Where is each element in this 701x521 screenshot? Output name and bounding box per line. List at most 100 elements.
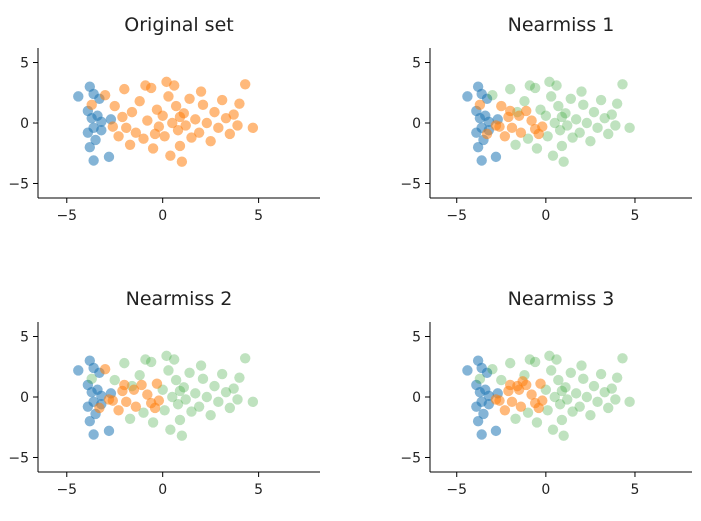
- scatter-point: [506, 122, 518, 134]
- y-tick-label: 5: [412, 56, 421, 72]
- scatter-point: [193, 401, 205, 412]
- scatter-point: [531, 143, 543, 154]
- y-tick-label: −5: [400, 176, 421, 192]
- scatter-point: [611, 372, 623, 383]
- scatter-point: [462, 365, 473, 376]
- scatter-point: [163, 91, 174, 102]
- x-tick-label: 5: [631, 482, 640, 498]
- scatter-point: [481, 367, 493, 379]
- scatter-point: [128, 384, 140, 395]
- y-tick-label: −5: [8, 176, 29, 192]
- scatter-point: [119, 357, 130, 369]
- scatter-point: [142, 115, 153, 126]
- scatter-point: [510, 413, 521, 424]
- subplot-nearmiss-2: Nearmiss 2 −5 0 5 5 0 −5: [8, 288, 320, 498]
- scatter-point: [542, 405, 553, 416]
- scatter-point: [544, 76, 555, 88]
- scatter-point: [186, 406, 197, 417]
- scatter-point: [103, 425, 115, 437]
- scatter-point: [109, 374, 120, 386]
- scatter-point: [487, 89, 498, 101]
- series-class-1: [86, 76, 259, 167]
- scatter-point: [167, 391, 178, 403]
- scatter-point: [505, 379, 516, 391]
- scatter-point: [239, 79, 251, 90]
- scatter-point: [603, 402, 614, 414]
- scatter-point: [170, 100, 182, 112]
- x-tick-label: 0: [158, 208, 167, 224]
- scatter-point: [610, 120, 621, 131]
- x-tick-label: −5: [446, 208, 467, 224]
- scatter-point: [471, 401, 482, 412]
- scatter-point: [524, 354, 536, 365]
- scatter-point: [610, 394, 621, 405]
- scatter-point: [234, 372, 245, 383]
- scatter-point: [529, 82, 541, 94]
- x-tick-label: 0: [541, 482, 550, 498]
- series-class-1-kept: [490, 376, 548, 416]
- scatter-point: [172, 125, 184, 136]
- y-tick-label: 5: [20, 330, 29, 346]
- scatter-point: [82, 401, 94, 412]
- scatter-point: [186, 132, 197, 143]
- scatter-point: [562, 120, 573, 131]
- y-tick-label: −5: [400, 450, 421, 466]
- scatter-point: [184, 367, 195, 379]
- scatter-point: [136, 379, 147, 391]
- scatter-point: [213, 396, 224, 408]
- scatter-point: [232, 394, 243, 405]
- scatter-point: [113, 405, 124, 416]
- scatter-point: [474, 373, 486, 385]
- x-tick-label: −5: [56, 482, 77, 498]
- scatter-point: [515, 127, 527, 138]
- scatter-point: [576, 360, 587, 371]
- y-tick-label: 5: [20, 56, 29, 72]
- scatter-point: [542, 131, 553, 142]
- scatter-point: [599, 386, 610, 398]
- scatter-point: [232, 120, 243, 131]
- scatter-point: [174, 140, 186, 152]
- scatter-point: [558, 430, 569, 441]
- series-class-0: [462, 81, 503, 166]
- scatter-point: [169, 354, 180, 365]
- scatter-point: [73, 91, 84, 102]
- scatter-point: [499, 405, 511, 416]
- scatter-point: [531, 417, 543, 428]
- scatter-point: [472, 141, 484, 153]
- scatter-point: [184, 93, 195, 105]
- scatter-point: [617, 79, 628, 90]
- scatter-point: [195, 360, 207, 371]
- scatter-point: [96, 116, 107, 127]
- scatter-point: [565, 367, 577, 379]
- scatter-point: [124, 139, 136, 150]
- scatter-point: [201, 117, 213, 129]
- scatter-point: [99, 89, 111, 101]
- subplot-nearmiss-1: Nearmiss 1 −5 0 5 5 0 −5: [400, 14, 692, 224]
- scatter-point: [138, 133, 149, 144]
- scatter-point: [606, 383, 617, 394]
- scatter-point: [499, 131, 511, 142]
- scatter-point: [205, 135, 216, 147]
- scatter-point: [556, 140, 568, 152]
- scatter-point: [224, 128, 236, 140]
- scatter-point: [90, 134, 101, 146]
- chart-title: Original set: [124, 14, 233, 36]
- scatter-point: [147, 417, 159, 428]
- scatter-point: [224, 402, 236, 414]
- scatter-point: [130, 127, 142, 138]
- scatter-point: [595, 368, 607, 380]
- scatter-point: [190, 114, 201, 125]
- scatter-point: [506, 396, 518, 408]
- scatter-point: [551, 354, 562, 365]
- scatter-point: [585, 409, 596, 421]
- chart-title: Nearmiss 3: [508, 288, 615, 310]
- scatter-point: [130, 401, 142, 412]
- scatter-point: [588, 380, 600, 392]
- series-class-1-kept: [94, 363, 165, 416]
- scatter-point: [103, 394, 115, 405]
- scatter-point: [138, 407, 149, 418]
- x-tick-label: 5: [631, 208, 640, 224]
- scatter-point: [145, 397, 157, 409]
- scatter-point: [496, 100, 507, 112]
